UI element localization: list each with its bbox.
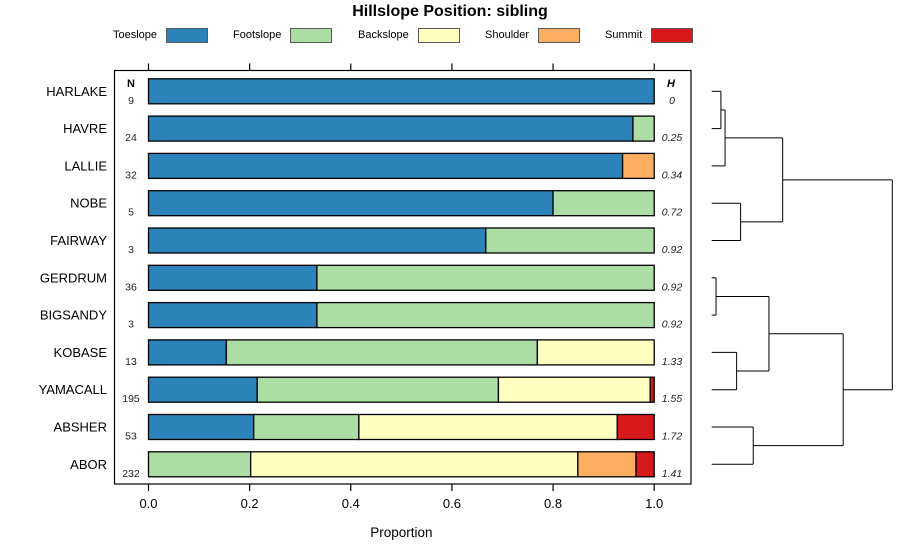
bar-segment-footslope [256,376,500,403]
page-title: Hillslope Position: sibling [352,3,548,20]
row-label-gerdrum: GERDRUM [40,270,107,285]
bar-segment-footslope [225,339,539,366]
h-value: 0.34 [662,169,683,181]
row-label-harlake: HARLAKE [46,84,107,99]
axis-tick-label: 0.6 [443,496,461,511]
bar-segment-toeslope [147,264,318,291]
legend-label: Toeslope [113,29,158,41]
row-label-bigsandy: BIGSANDY [40,308,108,323]
legend-swatch-backslope-icon [417,27,460,43]
bar-segment-toeslope [147,413,255,441]
bar-segment-toeslope [147,190,554,217]
h-value: 0.25 [662,132,683,144]
row-label-yamacall: YAMACALL [39,382,107,397]
axis-tick-label: 0.0 [139,496,157,511]
n-value: 5 [128,207,134,219]
n-header: N [127,78,135,90]
n-value: 3 [128,319,134,331]
legend-swatch-summit-icon [651,27,694,43]
n-value: 32 [125,169,137,181]
n-value: 24 [125,132,137,144]
bar-segment-summit [616,413,655,441]
axis-label-proportion: Proportion [370,525,432,540]
h-value: 0.72 [662,207,683,219]
bar-segment-footslope [316,301,655,329]
bar-segment-toeslope [147,376,258,403]
bar-segment-footslope [316,264,655,291]
bar-segment-shoulder [621,152,655,180]
bar-segment-backslope [497,376,651,403]
h-value: 0.92 [662,281,683,293]
legend-swatch-toeslope-icon [166,27,209,43]
bar-segment-toeslope [147,301,318,329]
legend-item-summit: Summit [605,25,694,45]
row-label-nobe: NOBE [70,196,107,211]
legend-label: Shoulder [485,29,530,41]
bar-segment-toeslope [147,227,487,254]
h-value: 1.33 [662,356,683,368]
bar-segment-toeslope [147,115,634,142]
legend-swatch-shoulder-icon [538,27,581,43]
legend: Toeslope Footslope Backslope Shoulder Summit [0,25,900,45]
axis-tick-label: 0.2 [241,496,259,511]
h-value: 0.92 [662,244,683,256]
h-value: 1.41 [662,468,682,480]
row-label-abor: ABOR [70,457,107,472]
h-value: 1.55 [662,393,683,405]
h-value: 0 [669,95,675,107]
h-value: 1.72 [662,431,683,443]
n-value: 232 [122,468,140,480]
bar-segment-backslope [250,451,579,478]
n-value: 36 [125,281,137,293]
h-value: 0.92 [662,319,683,331]
bar-segment-backslope [358,413,618,441]
legend-item-footslope: Footslope [233,25,333,45]
row-label-kobase: KOBASE [54,345,108,360]
bar-segment-toeslope [147,78,655,105]
bar-segment-footslope [632,115,655,142]
n-value: 13 [125,356,137,368]
bar-segment-toeslope [147,339,228,366]
legend-label: Backslope [358,29,409,41]
legend-item-toeslope: Toeslope [113,25,209,45]
plot-box [113,69,692,485]
axis-tick-label: 1.0 [645,496,663,511]
bar-segment-summit [635,451,655,478]
n-value: 9 [128,95,134,107]
row-label-absher: ABSHER [54,420,107,435]
bar-segment-shoulder [577,451,637,478]
axis-tick-label: 0.4 [342,496,360,511]
row-label-fairway: FAIRWAY [50,233,107,248]
row-label-havre: HAVRE [63,121,107,136]
bar-segment-footslope [147,451,252,478]
legend-swatch-footslope-icon [290,27,333,43]
h-header: H [667,78,676,90]
n-value: 3 [128,244,134,256]
bar-segment-toeslope [147,152,624,180]
bar-segment-footslope [253,413,360,441]
bar-segment-backslope [536,339,655,366]
bar-segment-footslope [485,227,655,254]
bar-segment-footslope [552,190,655,217]
axis-tick-label: 0.8 [544,496,562,511]
legend-label: Summit [605,29,643,41]
legend-item-shoulder: Shoulder [485,25,581,45]
legend-item-backslope: Backslope [358,25,460,45]
legend-label: Footslope [233,29,282,41]
n-value: 53 [125,431,137,443]
row-label-lallie: LALLIE [64,158,107,173]
bar-segment-summit [649,376,655,403]
n-value: 195 [122,393,140,405]
